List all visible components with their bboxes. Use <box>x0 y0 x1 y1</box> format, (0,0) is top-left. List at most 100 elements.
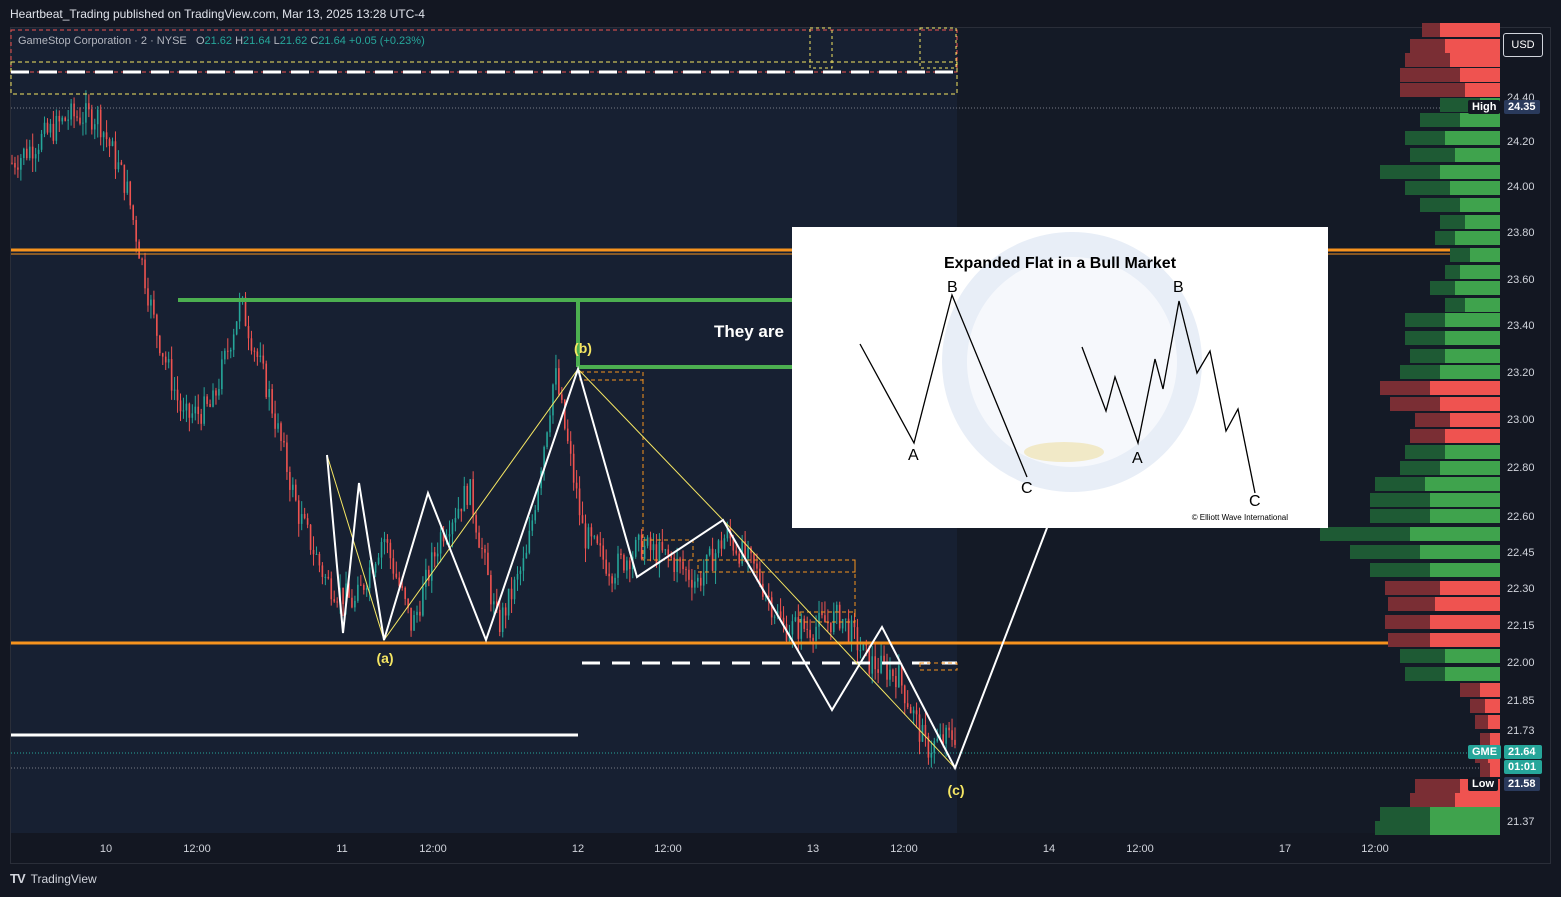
candle-body <box>430 552 433 581</box>
volume-bar <box>1455 281 1500 295</box>
candle-body <box>262 355 265 364</box>
low-tag-value: 21.58 <box>1504 777 1540 791</box>
volume-bar <box>1450 53 1500 67</box>
candle-body <box>936 738 939 742</box>
candle-body <box>96 109 99 125</box>
candlestick-series <box>11 90 956 768</box>
candle-body <box>862 643 865 651</box>
volume-bar <box>1450 181 1500 195</box>
candle-body <box>46 122 49 133</box>
volume-bar <box>1385 581 1440 595</box>
volume-bar <box>1490 763 1500 777</box>
candle-body <box>720 540 723 549</box>
volume-bar <box>1405 331 1445 345</box>
candle-body <box>528 530 531 553</box>
candle-body <box>534 510 537 521</box>
candle-body <box>439 532 442 554</box>
price-tick-label: 24.00 <box>1507 181 1535 193</box>
candle-body <box>173 389 176 391</box>
candle-body <box>324 576 327 578</box>
volume-bar <box>1430 381 1500 395</box>
candle-body <box>472 479 474 516</box>
candle-body <box>513 579 516 600</box>
candle-body <box>640 534 643 559</box>
candle-body <box>794 617 797 622</box>
price-tick-label: 21.37 <box>1507 816 1535 828</box>
candle-body <box>673 557 675 573</box>
candle-body <box>646 537 649 546</box>
candle-body <box>735 550 738 554</box>
volume-bar <box>1375 477 1425 491</box>
candle-body <box>575 482 578 489</box>
candle-body <box>274 413 276 429</box>
candle-body <box>460 508 463 512</box>
candle-body <box>812 637 814 641</box>
price-tick-label: 21.85 <box>1507 695 1535 707</box>
inset-label-b2: B <box>1173 279 1184 296</box>
volume-bar <box>1460 113 1500 127</box>
volume-bar <box>1480 763 1490 777</box>
candle-body <box>135 219 137 242</box>
candle-body <box>144 259 146 289</box>
candle-body <box>652 544 655 551</box>
volume-bar <box>1380 165 1440 179</box>
candle-body <box>478 532 480 548</box>
candle-body <box>395 573 398 578</box>
candle-body <box>699 577 702 586</box>
candle-body <box>422 586 424 616</box>
candle-body <box>759 568 761 584</box>
volume-bar <box>1388 633 1430 647</box>
candle-body <box>691 579 693 588</box>
candle-body <box>99 109 102 138</box>
candle-body <box>608 573 610 577</box>
candle-body <box>114 141 117 170</box>
price-tick-label: 23.20 <box>1507 367 1535 379</box>
candle-body <box>200 414 202 424</box>
close-value: 21.64 <box>318 35 346 47</box>
volume-bar <box>1440 215 1465 229</box>
candle-body <box>620 553 622 556</box>
candle-body <box>841 619 844 629</box>
price-tick-label: 24.20 <box>1507 136 1535 148</box>
volume-bar <box>1460 68 1500 82</box>
candle-body <box>289 471 291 490</box>
candle-body <box>238 299 241 322</box>
candle-body <box>209 403 211 407</box>
candle-body <box>377 557 380 564</box>
candle-body <box>226 350 229 352</box>
time-tick-label: 10 <box>100 843 112 855</box>
price-tick-label: 23.40 <box>1507 320 1535 332</box>
candle-body <box>392 558 395 574</box>
candle-body <box>182 410 185 412</box>
candle-body <box>818 612 820 627</box>
candle-body <box>830 622 832 633</box>
volume-bar <box>1380 807 1430 821</box>
white-wave-path[interactable] <box>326 365 1051 771</box>
candle-body <box>244 297 247 327</box>
candle-body <box>463 485 466 512</box>
green-measure-box[interactable] <box>178 298 792 369</box>
candle-body <box>552 384 554 416</box>
candle-body <box>253 350 256 352</box>
volume-bar <box>1430 807 1500 821</box>
high-tag-value: 24.35 <box>1504 100 1540 114</box>
candle-body <box>767 595 770 598</box>
candle-body <box>889 669 891 680</box>
candle-body <box>117 162 120 170</box>
low-tag-label: Low <box>1468 777 1498 791</box>
volume-bar <box>1370 563 1430 577</box>
candle-body <box>756 563 758 569</box>
volume-bar <box>1445 39 1500 53</box>
candle-body <box>617 553 619 578</box>
candle-body <box>516 573 519 580</box>
candle-body <box>717 540 720 554</box>
candle-body <box>345 583 347 605</box>
price-tick-label: 21.73 <box>1507 725 1535 737</box>
candle-body <box>351 597 353 608</box>
candle-body <box>685 569 687 571</box>
gme-tag-label: GME <box>1468 745 1502 759</box>
candle-body <box>714 553 717 571</box>
inset-diagram <box>859 232 1256 494</box>
volume-bar <box>1375 821 1430 835</box>
currency-button[interactable]: USD <box>1503 33 1543 57</box>
